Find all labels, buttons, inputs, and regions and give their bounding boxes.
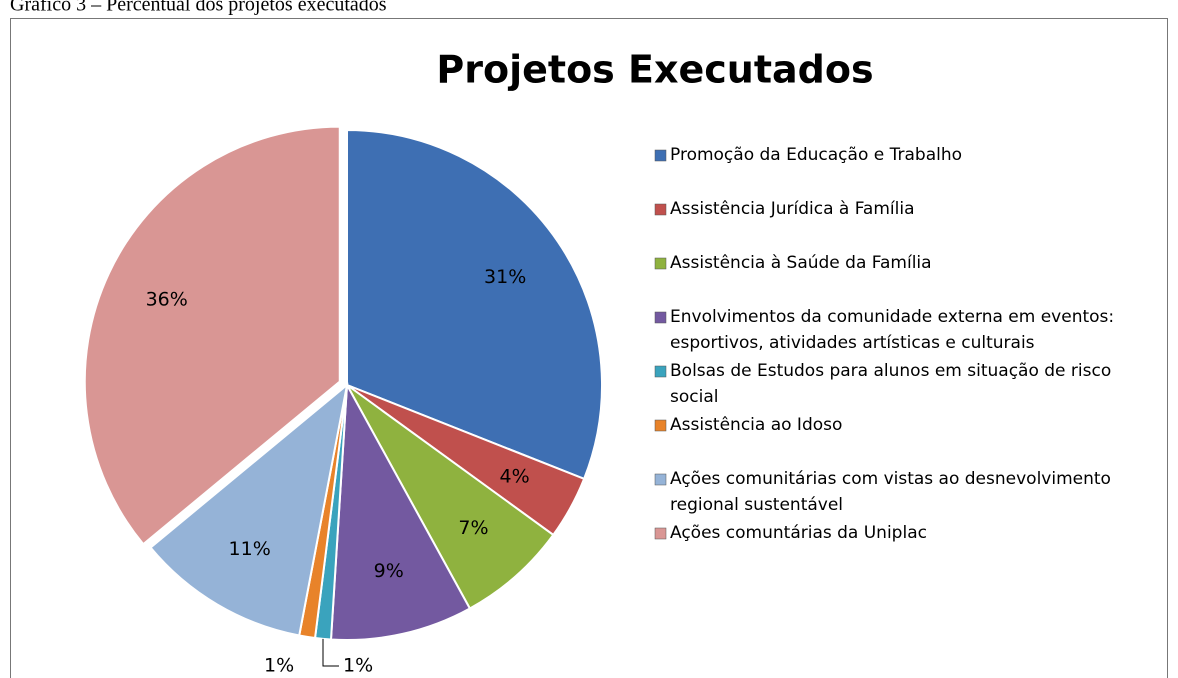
pie-slice (149, 382, 349, 637)
pie-slice (346, 128, 603, 481)
data-label: 1% (264, 655, 294, 677)
legend-label: Assistência Jurídica à Família (670, 199, 915, 219)
legend-label: Envolvimentos da comunidade externa em e… (670, 307, 1114, 353)
legend-swatch (654, 419, 667, 432)
data-label: 36% (146, 289, 188, 311)
legend-label: Ações comuntárias da Uniplac (670, 523, 927, 543)
legend-label: Assistência ao Idoso (670, 415, 842, 435)
pie-slice (329, 381, 472, 641)
chart-title: Projetos Executados (436, 48, 873, 92)
data-label: 4% (500, 466, 530, 488)
caption: Gráfico 3 – Percentual dos projetos exec… (10, 0, 387, 16)
data-label: 31% (484, 266, 526, 288)
legend-swatch (654, 149, 667, 162)
data-label: 7% (458, 517, 488, 539)
pie-slice (346, 384, 555, 610)
data-label: 9% (374, 560, 404, 582)
legend-label: Assistência à Saúde da Família (670, 253, 932, 273)
legend-swatch (654, 365, 667, 378)
data-label: 1% (343, 655, 373, 677)
legend-label: Bolsas de Estudos para alunos em situaçã… (670, 361, 1111, 407)
pie-slice (83, 125, 341, 546)
leader-line (322, 638, 340, 667)
legend-label: Promoção da Educação e Trabalho (670, 145, 962, 165)
legend-swatch (654, 473, 667, 486)
legend-swatch (654, 527, 667, 540)
legend-swatch (654, 203, 667, 216)
legend-label: Ações comunitárias com vistas ao desnevo… (670, 469, 1111, 515)
legend-swatch (654, 257, 667, 270)
legend-swatch (654, 311, 667, 324)
data-label: 11% (229, 538, 271, 560)
